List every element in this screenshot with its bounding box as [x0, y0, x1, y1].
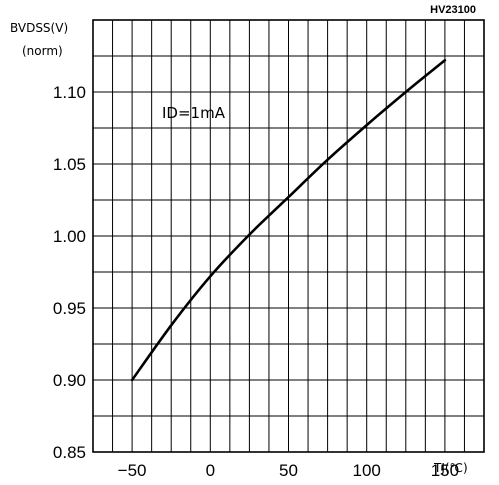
plot-area-frame [92, 19, 485, 453]
y-tick-label: 0.90 [53, 371, 86, 390]
x-tick-label: −50 [118, 461, 147, 480]
y-axis-label: BVDSS(V) [10, 21, 68, 35]
x-tick-label: 100 [353, 461, 381, 480]
series-line [130, 59, 447, 382]
y-tick-label: 0.85 [53, 443, 86, 462]
y-tick-label: 1.00 [53, 227, 86, 246]
condition-annotation: ID=1mA [162, 104, 226, 122]
x-tick-label: 150 [431, 461, 459, 480]
y-axis-unit: (norm) [22, 44, 63, 58]
x-tick-label: 50 [279, 461, 298, 480]
x-tick-label: 0 [206, 461, 215, 480]
chart-code-label: HV23100 [430, 4, 476, 16]
grid [93, 20, 484, 452]
x-ticks: −50 0 50 100 150 [118, 461, 459, 480]
y-tick-label: 0.95 [53, 299, 86, 318]
x-axis-label: TJ(℃) [433, 461, 468, 475]
y-tick-label: 1.10 [53, 83, 86, 102]
y-tick-label: 1.05 [53, 155, 86, 174]
y-ticks: 0.85 0.90 0.95 1.00 1.05 1.10 [53, 83, 86, 462]
